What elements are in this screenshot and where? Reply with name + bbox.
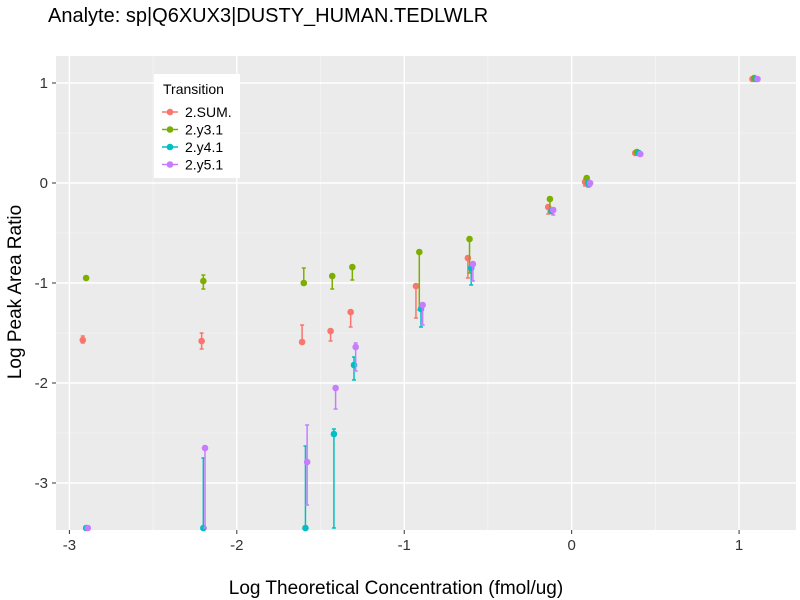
x-tick-label: -1 bbox=[398, 537, 411, 554]
series-layer bbox=[79, 74, 761, 532]
legend-label: 2.y3.1 bbox=[185, 122, 223, 138]
x-axis-label: Log Theoretical Concentration (fmol/ug) bbox=[229, 578, 563, 599]
data-point bbox=[200, 277, 207, 285]
series-2-y5-1 bbox=[84, 75, 761, 532]
y-tick-label: -2 bbox=[35, 375, 48, 392]
data-point bbox=[300, 279, 308, 287]
data-point bbox=[328, 272, 336, 280]
y-tick-label: -3 bbox=[35, 475, 48, 492]
legend-box bbox=[154, 74, 240, 178]
x-tick-label: 0 bbox=[567, 537, 575, 554]
data-point bbox=[754, 75, 761, 83]
data-point bbox=[546, 195, 554, 203]
data-point bbox=[349, 263, 356, 271]
data-point bbox=[586, 179, 594, 187]
legend-label: 2.SUM. bbox=[185, 104, 232, 120]
legend-key-point bbox=[166, 161, 174, 168]
legend-item: 2.SUM. bbox=[162, 104, 232, 120]
data-point bbox=[469, 260, 477, 268]
legend-key-point bbox=[166, 126, 174, 133]
x-tick-label: -2 bbox=[230, 537, 243, 554]
data-point bbox=[330, 430, 338, 438]
legend: Transition 2.SUM. 2.y3.12.y4.1 2.y5.1 bbox=[154, 74, 240, 178]
legend-title: Transition bbox=[163, 81, 224, 97]
data-point bbox=[84, 524, 92, 532]
legend-key-point bbox=[166, 108, 174, 116]
legend-item: 2.y4.1 bbox=[162, 139, 223, 155]
data-point bbox=[198, 337, 205, 345]
data-point bbox=[416, 248, 423, 256]
data-point bbox=[302, 524, 309, 532]
data-point bbox=[332, 384, 339, 392]
y-tick-label: -1 bbox=[35, 275, 48, 292]
data-point bbox=[549, 206, 557, 214]
data-point bbox=[327, 327, 334, 335]
data-point bbox=[82, 274, 90, 282]
data-point bbox=[636, 150, 644, 158]
data-point bbox=[347, 308, 354, 316]
data-point bbox=[303, 458, 311, 466]
legend-label: 2.y4.1 bbox=[185, 139, 223, 155]
y-tick-label: 1 bbox=[40, 75, 48, 92]
y-tick-label: 0 bbox=[40, 175, 48, 192]
data-point bbox=[201, 444, 209, 452]
x-tick-label: 1 bbox=[735, 537, 743, 554]
y-axis-label: Log Peak Area Ratio bbox=[5, 205, 26, 379]
legend-item: 2.y3.1 bbox=[162, 122, 223, 138]
x-tick-label: -3 bbox=[63, 537, 76, 554]
data-point bbox=[412, 282, 420, 290]
chart-title: Analyte: sp|Q6XUX3|DUSTY_HUMAN.TEDLWLR bbox=[48, 5, 488, 27]
legend-item: 2.y5.1 bbox=[162, 157, 223, 173]
legend-items: 2.SUM. 2.y3.12.y4.1 2.y5.1 bbox=[162, 104, 232, 173]
data-point bbox=[466, 235, 473, 243]
data-point bbox=[419, 301, 426, 309]
data-point bbox=[352, 343, 359, 351]
x-axis-ticks: -3 -2 -1 0 1 bbox=[63, 530, 743, 554]
legend-label: 2.y5.1 bbox=[185, 157, 223, 173]
legend-key-point bbox=[166, 143, 174, 151]
data-point bbox=[298, 338, 306, 346]
y-axis-ticks: -3 -2 -1 0 1 bbox=[35, 75, 56, 492]
data-point bbox=[583, 174, 591, 182]
data-point bbox=[79, 336, 87, 344]
